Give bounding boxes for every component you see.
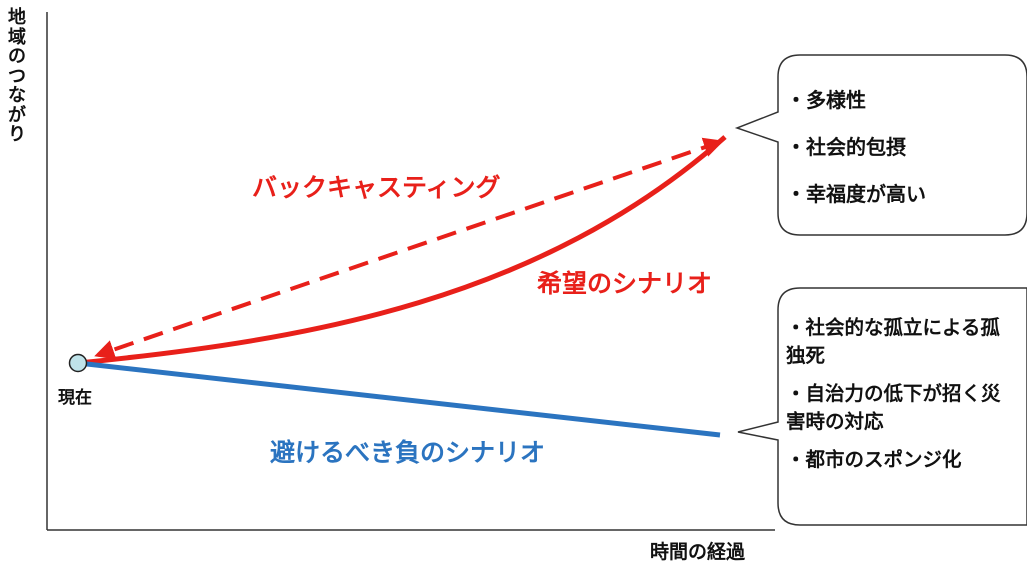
x-axis-label: 時間の経過 [650, 541, 746, 563]
avoid-scenario-line [77, 360, 721, 438]
avoid-bubble-item: ・社会的な孤立による孤独死 [786, 316, 1000, 367]
hope-bubble-item: ・社会的包摂 [786, 135, 906, 159]
y-axis-label: 地域のつながり [8, 7, 26, 145]
avoid-bubble-item: ・自治力の低下が招く災害時の対応 [786, 382, 1001, 433]
hope-bubble-item: ・幸福度が高い [786, 182, 926, 206]
avoid-scenario-label: 避けるべき負のシナリオ [270, 438, 546, 467]
origin-label: 現在 [58, 388, 92, 408]
avoid-bubble-list: ・社会的な孤立による孤独死 ・自治力の低下が招く災害時の対応 ・都市のスポンジ化 [786, 314, 1018, 484]
hope-speech-bubble [734, 54, 1027, 236]
backcasting-label: バックキャスティング [252, 173, 501, 202]
hope-bubble-list: ・多様性 ・社会的包摂 ・幸福度が高い [786, 85, 926, 226]
backcasting-arrow [94, 137, 724, 360]
hope-bubble-item: ・多様性 [786, 88, 866, 112]
avoid-bubble-item: ・都市のスポンジ化 [786, 448, 962, 471]
origin-dot [68, 353, 88, 373]
hope-scenario-label: 希望のシナリオ [537, 269, 713, 298]
avoid-speech-bubble [737, 287, 1027, 526]
